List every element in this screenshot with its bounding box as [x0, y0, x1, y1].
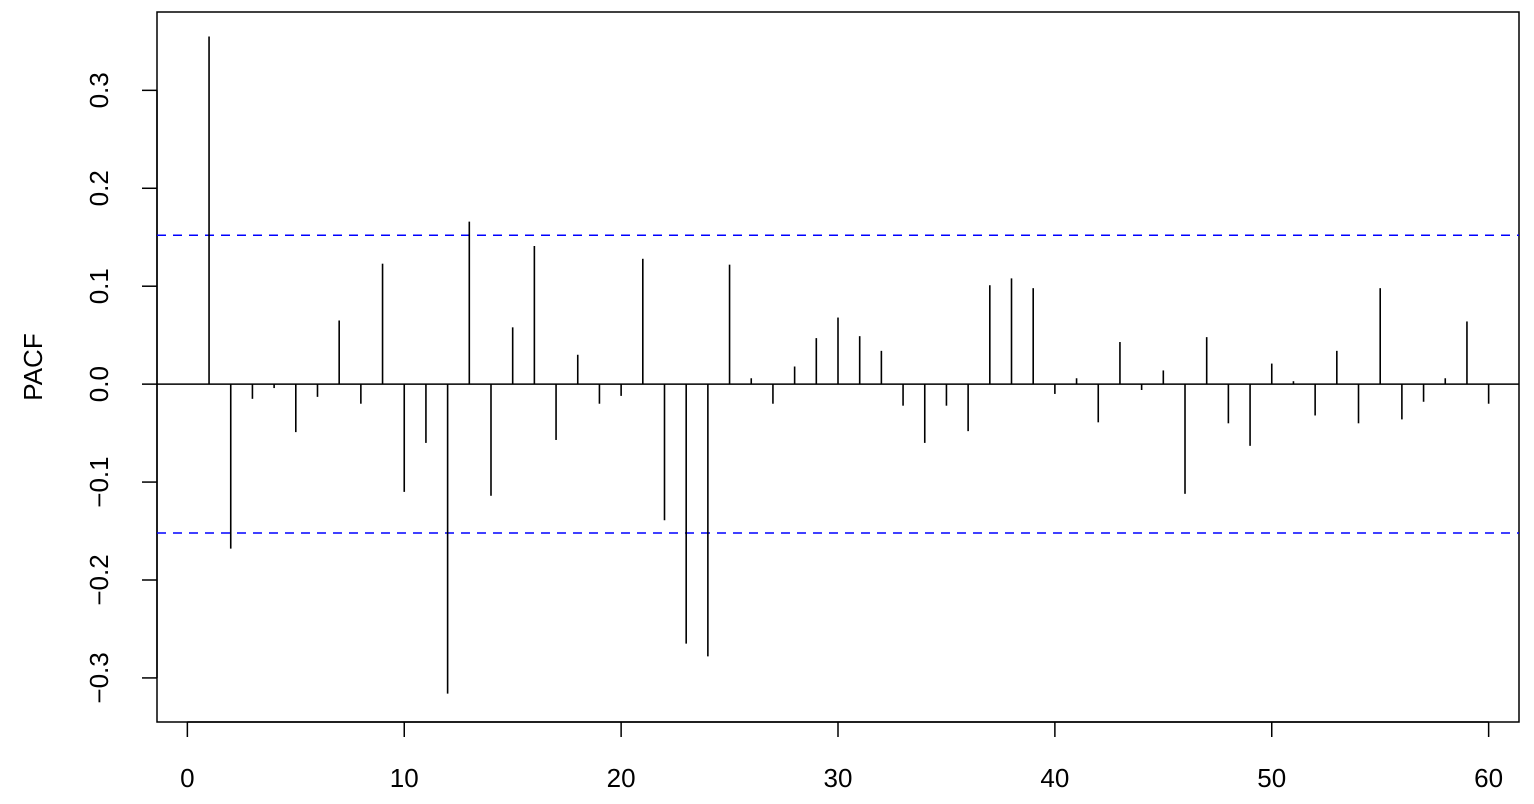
x-tick-label: 50 [1257, 763, 1286, 793]
pacf-spikes [208, 36, 1490, 694]
confidence-bounds [157, 234, 1519, 534]
y-axis-title: PACF [18, 333, 48, 400]
y-tick-label: −0.3 [84, 652, 114, 703]
x-tick-label: 10 [390, 763, 419, 793]
y-axis: −0.3 −0.2 −0.1 0.0 0.1 0.2 0.3 [84, 72, 158, 704]
y-tick-label: 0.3 [84, 72, 114, 108]
x-tick-label: 30 [824, 763, 853, 793]
x-tick-label: 40 [1040, 763, 1069, 793]
x-tick-label: 20 [607, 763, 636, 793]
y-tick-label: −0.2 [84, 554, 114, 605]
y-tick-label: 0.0 [84, 366, 114, 402]
x-tick-label: 0 [180, 763, 194, 793]
y-tick-label: −0.1 [84, 456, 114, 507]
x-tick-label: 60 [1474, 763, 1503, 793]
x-axis: 0 10 20 30 40 50 60 [180, 721, 1503, 793]
y-tick-label: 0.2 [84, 170, 114, 206]
y-tick-label: 0.1 [84, 268, 114, 304]
